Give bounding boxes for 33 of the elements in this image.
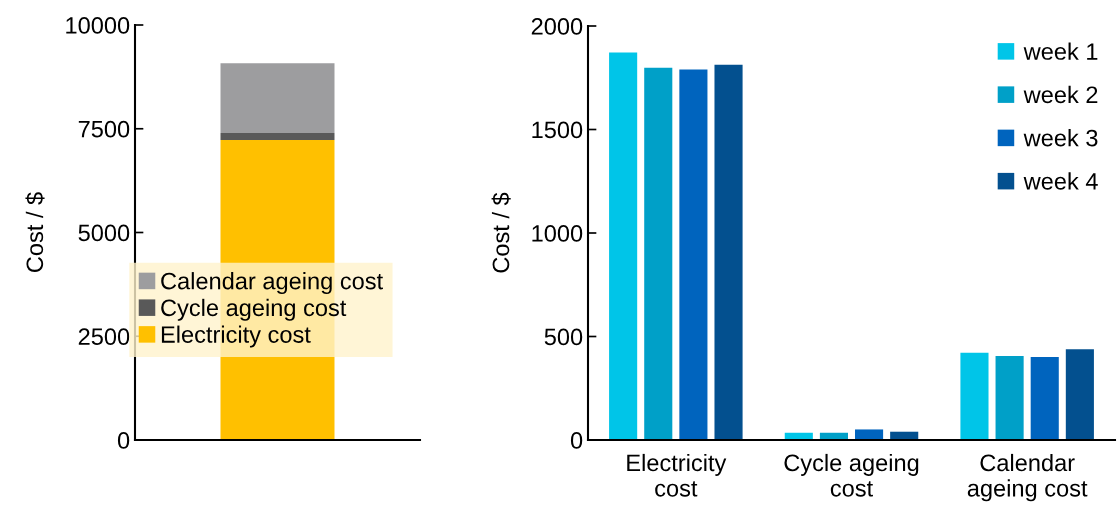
bar xyxy=(995,355,1024,440)
x-tick-label: Calendar ageing cost xyxy=(967,453,1088,502)
y-tick-label: 0 xyxy=(117,432,130,449)
legend-label: week 3 xyxy=(1023,129,1098,147)
legend-label: Cycle ageing cost xyxy=(161,298,347,321)
bar xyxy=(644,67,673,440)
bar xyxy=(855,429,884,440)
legend-label: Calendar ageing cost xyxy=(161,272,383,295)
bar xyxy=(679,69,708,440)
bar xyxy=(220,132,335,140)
legend-label: week 4 xyxy=(1023,172,1098,190)
y-axis-title: Cost / $ xyxy=(25,192,45,272)
y-tick-label: 7500 xyxy=(78,120,130,138)
bar xyxy=(714,64,743,440)
x-tick-label: Cycle ageing cost xyxy=(784,453,919,497)
bar xyxy=(609,52,638,440)
legend-label: Electricity cost xyxy=(161,325,311,348)
y-tick-label: 1500 xyxy=(532,121,583,139)
y-tick-label: 1000 xyxy=(532,225,583,242)
y-tick-label: 10000 xyxy=(66,17,130,34)
bar xyxy=(220,63,335,133)
y-axis-title: Cost / $ xyxy=(491,192,511,273)
x-tick-label: Electricity cost xyxy=(627,453,727,497)
legend-label: week 1 xyxy=(1023,42,1098,60)
y-tick-label: 0 xyxy=(570,432,583,449)
bar xyxy=(1065,349,1094,440)
y-tick-label: 2000 xyxy=(531,18,583,35)
bar xyxy=(960,352,989,440)
legend-label: week 2 xyxy=(1023,85,1098,104)
y-tick-label: 2500 xyxy=(78,328,130,346)
y-tick-label: 5000 xyxy=(78,224,130,242)
y-tick-label: 500 xyxy=(544,328,583,346)
bar xyxy=(1030,356,1059,440)
